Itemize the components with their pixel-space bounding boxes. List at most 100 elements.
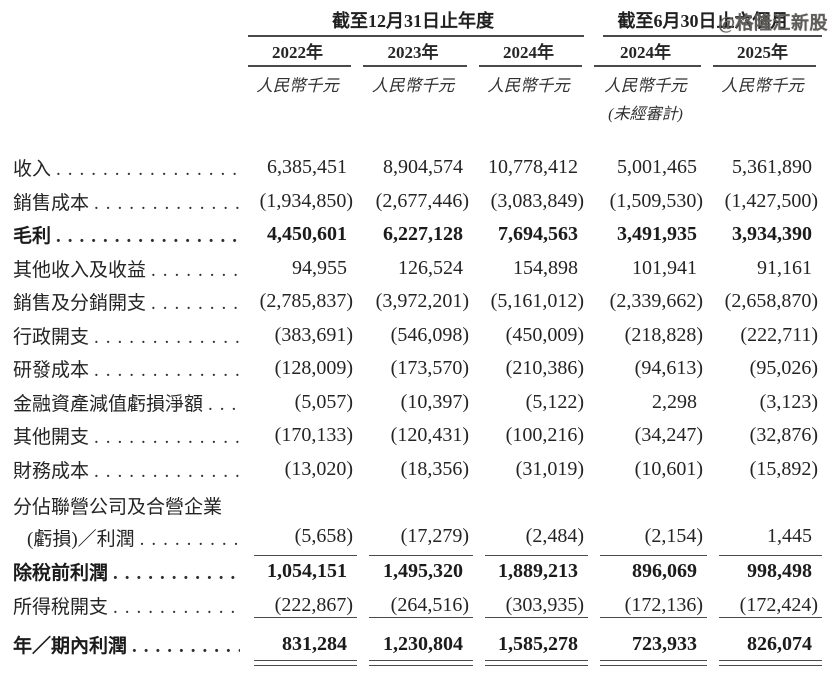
watermark: @格隆汇新股	[718, 13, 828, 33]
cell-2024-interim: 723,933	[586, 633, 707, 667]
cell-2023: 6,227,128	[383, 223, 463, 246]
dot-leader: ..............................	[94, 427, 240, 449]
row-label: 其他收入及收益	[13, 259, 147, 281]
col-header-2024: 2024年	[503, 43, 554, 62]
header-units: 人民幣千元 人民幣千元 人民幣千元 人民幣千元 人民幣千元	[10, 68, 820, 99]
header-year-rules	[10, 64, 820, 68]
cell-2023: (2,677,446)	[375, 189, 469, 212]
cell-2024-interim: (2,154)	[586, 525, 707, 556]
dot-leader: ..............................	[94, 326, 240, 348]
cell-2024-interim: (172,136)	[586, 594, 707, 618]
cell-2024-interim: (94,613)	[634, 357, 703, 380]
cell-2024: (210,386)	[505, 357, 584, 380]
dot-leader: ..............................	[94, 460, 240, 482]
cell-2022: 6,385,451	[267, 156, 347, 179]
row-label: 行政開支	[13, 326, 90, 348]
row-label: 銷售及分銷開支	[13, 293, 147, 315]
table-row-revenue: 收入.............................. 6,385,4…	[10, 151, 820, 185]
header-period-groups: 截至12月31日止年度 截至6月30日止六個月	[10, 6, 820, 34]
table-row-administrative-expenses: 行政開支.............................. (383,…	[10, 319, 820, 353]
dot-leader: ..............................	[56, 159, 240, 181]
header-group-rules	[10, 34, 822, 37]
row-label: 其他開支	[13, 427, 90, 449]
table-row-selling-distribution-expenses: 銷售及分銷開支.............................. (2…	[10, 285, 820, 319]
table-row-other-expenses: 其他開支.............................. (170,…	[10, 419, 820, 453]
table-row-rd-costs: 研發成本.............................. (128,…	[10, 352, 820, 386]
row-label: 研發成本	[13, 360, 90, 382]
period-group-annual: 截至12月31日止年度	[332, 11, 494, 31]
cell-2024-interim: (218,828)	[624, 323, 703, 346]
row-label: 收入	[13, 159, 52, 181]
cell-2024-interim: (34,247)	[634, 424, 703, 447]
row-label-line2: (虧損)／利潤	[27, 529, 135, 550]
dot-leader: ..............................	[94, 360, 240, 382]
row-label: 所得稅開支	[13, 596, 109, 618]
cell-2024: (5,122)	[525, 390, 584, 413]
table-row-finance-costs: 財務成本.............................. (13,0…	[10, 453, 820, 487]
cell-2025-interim: 5,361,890	[732, 156, 812, 179]
table-row-cost-of-sales: 銷售成本.............................. (1,93…	[10, 185, 820, 219]
cell-2023: (10,397)	[400, 390, 469, 413]
table-row-impairment-losses: 金融資產減值虧損淨額..............................…	[10, 386, 820, 420]
header-years: 2022年 2023年 2024年 2024年 2025年	[10, 37, 820, 64]
cell-2024: 1,889,213	[498, 560, 578, 583]
cell-2022: 831,284	[240, 633, 357, 667]
table-row-other-income-gains: 其他收入及收益.............................. 94…	[10, 252, 820, 286]
annual-group-rule	[248, 34, 584, 37]
table-row-profit-before-tax: 除稅前利潤.............................. 1,05…	[10, 555, 820, 589]
table-row-gross-profit: 毛利.............................. 4,450,6…	[10, 218, 820, 252]
unit-label: 人民幣千元	[256, 75, 339, 95]
cell-2024: (450,009)	[505, 323, 584, 346]
dot-leader: ..............................	[139, 529, 240, 550]
cell-2023: (3,972,201)	[375, 290, 469, 313]
col-header-2025-interim: 2025年	[737, 43, 788, 62]
cell-2025-interim: (95,026)	[749, 357, 818, 380]
cell-2022: (383,691)	[274, 323, 353, 346]
row-label: 除稅前利潤	[13, 563, 109, 585]
cell-2023: (120,431)	[390, 424, 469, 447]
dot-leader: ..............................	[151, 259, 240, 281]
cell-2022: (222,867)	[240, 594, 357, 618]
cell-2023: (264,516)	[355, 594, 473, 618]
cell-2025-interim: 998,498	[747, 560, 812, 583]
dot-leader: ..............................	[113, 596, 240, 618]
row-label: 財務成本	[13, 460, 90, 482]
header-unaudited: (未經審計)	[10, 99, 820, 125]
dot-leader: ..............................	[208, 393, 240, 415]
unit-label: 人民幣千元	[371, 75, 455, 95]
table-row-share-of-associates-jv: 分佔聯營公司及合營企業 (虧損)／利潤.....................…	[10, 486, 822, 556]
cell-2025-interim: (32,876)	[749, 424, 818, 447]
cell-2022: (2,785,837)	[259, 290, 353, 313]
dot-leader: ..............................	[113, 563, 240, 585]
cell-2023: 1,495,320	[383, 560, 463, 583]
dot-leader: ..............................	[94, 192, 240, 214]
cell-2024: 10,778,412	[488, 156, 578, 179]
cell-2024-interim: (10,601)	[634, 457, 703, 480]
table-row-profit-for-period: 年／期內利潤.............................. 831…	[10, 628, 822, 667]
dot-leader: ..............................	[151, 293, 240, 315]
cell-2023: 8,904,574	[383, 156, 463, 179]
cell-2025-interim: 3,934,390	[732, 223, 812, 246]
cell-2024-interim: 101,941	[632, 256, 697, 279]
cell-2025-interim: (1,427,500)	[724, 189, 818, 212]
cell-2023: 1,230,804	[355, 633, 473, 667]
cell-2025-interim: 826,074	[705, 633, 822, 667]
cell-2024: (2,484)	[471, 525, 588, 556]
cell-2022: (5,658)	[240, 525, 357, 556]
cell-2022: (170,133)	[274, 424, 353, 447]
dot-leader: ..............................	[56, 226, 240, 248]
cell-2025-interim: (3,123)	[759, 390, 818, 413]
unit-label: 人民幣千元	[487, 75, 570, 95]
cell-2025-interim: 91,161	[757, 256, 812, 279]
col-header-2022: 2022年	[272, 43, 323, 62]
row-label-line1: 分佔聯營公司及合營企業	[13, 497, 223, 518]
cell-2025-interim: (15,892)	[749, 457, 818, 480]
cell-2024: (3,083,849)	[490, 189, 584, 212]
col-header-2024-interim: 2024年	[620, 43, 671, 62]
cell-2023: (173,570)	[390, 357, 469, 380]
cell-2022: (5,057)	[294, 390, 353, 413]
cell-2024: (31,019)	[515, 457, 584, 480]
cell-2024-interim: 3,491,935	[617, 223, 697, 246]
cell-2025-interim: (222,711)	[740, 323, 818, 346]
